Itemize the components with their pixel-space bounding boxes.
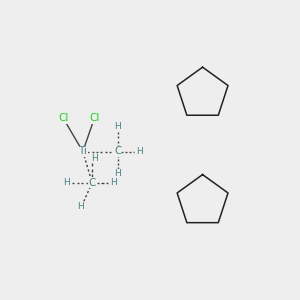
Text: H: H (63, 178, 70, 187)
Text: H: H (114, 122, 121, 131)
Text: H: H (77, 202, 84, 211)
Text: Cl: Cl (58, 113, 68, 123)
Text: H: H (114, 169, 121, 178)
Text: Ti: Ti (78, 146, 87, 157)
Text: H: H (92, 154, 98, 163)
Text: C: C (114, 146, 122, 157)
Text: H: H (136, 147, 143, 156)
Text: C: C (88, 178, 96, 188)
Text: Cl: Cl (89, 113, 100, 123)
Text: H: H (111, 178, 117, 187)
